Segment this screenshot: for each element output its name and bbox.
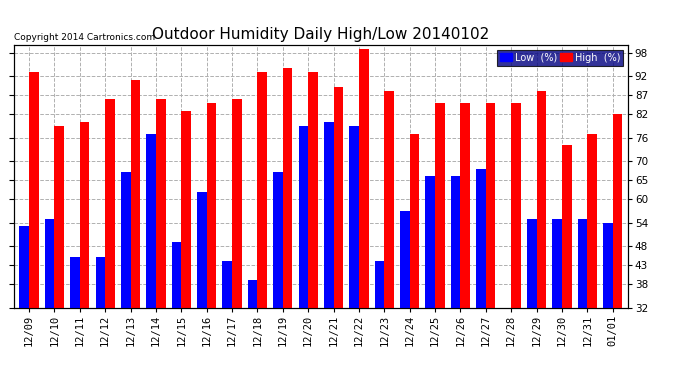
Bar <box>207 103 216 308</box>
Bar <box>55 126 64 308</box>
Bar <box>232 99 241 308</box>
Bar <box>121 172 130 308</box>
Bar <box>181 111 191 308</box>
Bar <box>95 257 105 307</box>
Bar <box>537 92 546 308</box>
Bar <box>384 92 394 308</box>
Legend: Low  (%), High  (%): Low (%), High (%) <box>497 50 623 66</box>
Bar <box>460 103 470 308</box>
Bar <box>435 103 444 308</box>
Bar <box>172 242 181 308</box>
Bar <box>359 49 368 308</box>
Bar <box>451 176 460 308</box>
Bar <box>156 99 166 308</box>
Bar <box>222 261 232 308</box>
Bar <box>70 257 80 307</box>
Bar <box>613 114 622 308</box>
Bar <box>375 261 384 308</box>
Bar <box>400 211 410 308</box>
Bar <box>603 223 613 308</box>
Bar <box>486 103 495 308</box>
Bar <box>426 176 435 308</box>
Bar <box>146 134 156 308</box>
Bar <box>19 226 29 308</box>
Bar <box>476 168 486 308</box>
Bar <box>29 72 39 308</box>
Bar <box>130 80 140 308</box>
Bar <box>527 219 537 308</box>
Bar <box>578 219 587 308</box>
Text: Copyright 2014 Cartronics.com: Copyright 2014 Cartronics.com <box>14 33 155 42</box>
Bar <box>197 192 207 308</box>
Bar <box>308 72 318 308</box>
Bar <box>587 134 597 308</box>
Bar <box>248 280 257 308</box>
Bar <box>324 122 333 308</box>
Bar <box>333 87 343 308</box>
Bar <box>562 146 571 308</box>
Bar <box>257 72 267 308</box>
Bar <box>552 219 562 308</box>
Bar <box>511 103 521 308</box>
Bar <box>410 134 420 308</box>
Title: Outdoor Humidity Daily High/Low 20140102: Outdoor Humidity Daily High/Low 20140102 <box>152 27 489 42</box>
Bar <box>273 172 283 308</box>
Bar <box>299 126 308 308</box>
Bar <box>283 68 293 308</box>
Bar <box>349 126 359 308</box>
Bar <box>80 122 90 308</box>
Bar <box>105 99 115 308</box>
Bar <box>45 219 55 308</box>
